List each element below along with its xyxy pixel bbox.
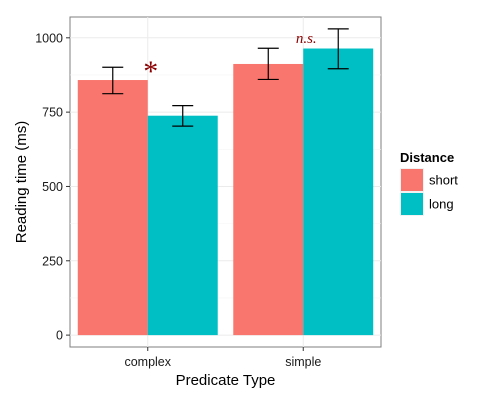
significance-annotations: * n.s. xyxy=(143,31,316,88)
y-tick-label: 0 xyxy=(56,329,63,343)
bar-complex-long xyxy=(147,115,218,336)
error-bar-simple-short xyxy=(257,47,279,81)
legend-label-short: short xyxy=(429,173,458,188)
bar-simple-short xyxy=(233,63,304,336)
annotation-asterisk: * xyxy=(143,55,158,88)
y-tick-label: 750 xyxy=(42,106,63,120)
error-bars xyxy=(102,28,349,127)
legend-swatch-long xyxy=(401,193,423,215)
x-axis: complex simple xyxy=(124,347,321,369)
x-axis-title: Predicate Type xyxy=(176,372,276,389)
y-tick-label: 500 xyxy=(42,180,63,194)
legend-label-long: long xyxy=(429,197,454,212)
error-bar-complex-short xyxy=(102,66,124,95)
legend-swatch-short xyxy=(401,169,423,191)
error-bar-simple-long xyxy=(327,28,349,70)
annotation-ns: n.s. xyxy=(296,31,317,47)
bars xyxy=(77,48,374,336)
legend: Distance short long xyxy=(400,150,458,216)
x-tick-label: complex xyxy=(124,355,171,369)
bar-complex-short xyxy=(77,80,148,336)
legend-title: Distance xyxy=(400,150,454,165)
y-axis-title: Reading time (ms) xyxy=(13,121,30,244)
bar-simple-long xyxy=(303,48,374,336)
x-tick-label: simple xyxy=(285,355,321,369)
y-tick-label: 1000 xyxy=(35,31,63,45)
error-bar-complex-long xyxy=(172,104,194,127)
y-axis: 0 250 500 750 1000 xyxy=(35,31,70,343)
y-tick-label: 250 xyxy=(42,254,63,268)
